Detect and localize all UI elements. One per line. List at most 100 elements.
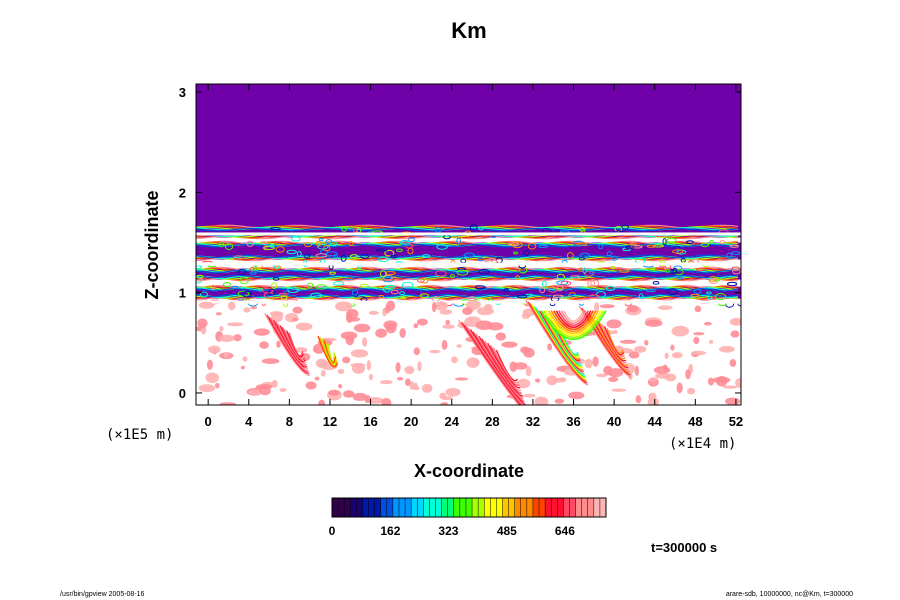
- bowl-contour: [550, 310, 597, 332]
- contour-blob: [648, 377, 657, 382]
- band-speckle: [237, 268, 247, 276]
- colorbar-swatch: [569, 498, 576, 517]
- x-tick-label: 44: [647, 414, 662, 429]
- contour-blob: [248, 389, 261, 396]
- contour-blob: [465, 300, 482, 310]
- contour-blob: [653, 366, 671, 375]
- band-speckle: [572, 240, 585, 247]
- contour-blob: [475, 320, 494, 331]
- band-speckle: [515, 275, 521, 281]
- contour-blob: [214, 382, 220, 389]
- contour-blob: [703, 321, 712, 326]
- contour-blob: [351, 363, 366, 374]
- contour-blob: [525, 365, 532, 377]
- band-speckle: [619, 269, 630, 273]
- contour-blob: [395, 362, 401, 373]
- band-speckle: [390, 254, 398, 259]
- bowl-contour: [542, 310, 605, 338]
- contour-blob: [413, 323, 419, 329]
- band-speckle: [246, 240, 254, 247]
- contour-blob: [627, 305, 639, 313]
- contour-blob: [644, 339, 649, 346]
- band-speckle: [606, 251, 613, 257]
- contour-blob: [466, 357, 480, 368]
- band-speckle: [286, 249, 297, 255]
- band-speckle: [631, 245, 643, 249]
- band-speckle: [542, 280, 547, 287]
- bowl-contour: [540, 310, 607, 340]
- x-tick-label: 28: [485, 414, 499, 429]
- colorbar-swatch: [411, 498, 418, 517]
- contour-blob: [335, 301, 353, 312]
- band-speckle: [690, 293, 700, 298]
- contour-blob: [197, 318, 208, 329]
- band-speckle: [399, 240, 411, 245]
- colorbar-swatch: [392, 498, 400, 517]
- colorbar-swatch: [465, 498, 473, 517]
- band-speckle: [315, 284, 327, 290]
- contour-blob: [379, 379, 393, 385]
- colorbar-swatch: [338, 498, 345, 517]
- band-speckle: [556, 285, 564, 292]
- colorbar-tick-label: 485: [497, 524, 517, 538]
- colorbar: 0 162 323 485 646: [329, 497, 607, 538]
- band-speckle: [590, 279, 600, 287]
- plume-contour: [527, 301, 588, 384]
- band-speckle: [323, 244, 331, 252]
- contour-blob: [421, 383, 433, 394]
- band-speckle: [477, 257, 485, 262]
- x-tick-label: 4: [245, 414, 253, 429]
- bowl-contour: [563, 310, 584, 323]
- plot-frame: [195, 83, 742, 406]
- contour-blob: [256, 384, 273, 390]
- band-speckle: [570, 275, 581, 280]
- contour-blob: [521, 312, 531, 319]
- band-speckle: [708, 276, 718, 282]
- colorbar-swatch: [423, 498, 430, 517]
- band-speckle: [645, 288, 656, 293]
- contour-blob: [670, 344, 675, 351]
- plume-contour: [603, 325, 625, 356]
- y-tick-label: 3: [179, 85, 186, 100]
- band-speckle: [390, 289, 399, 295]
- band-speckle: [360, 283, 369, 288]
- band-speckle: [665, 268, 670, 273]
- contour-blob: [523, 393, 536, 398]
- contour-blob: [662, 364, 668, 370]
- contour-blob: [315, 358, 328, 369]
- band-speckle: [271, 282, 278, 289]
- band-speckle: [382, 274, 393, 281]
- band-speckle: [218, 242, 225, 248]
- colorbar-swatch: [551, 498, 558, 517]
- band-speckle: [434, 227, 442, 233]
- y-axis-title: Z-coordinate: [142, 190, 162, 299]
- contour-blob: [439, 309, 453, 315]
- contour-blob: [735, 377, 741, 388]
- lower-layer-contours: [196, 299, 741, 405]
- colorbar-swatch: [539, 498, 546, 517]
- band-speckle: [270, 243, 275, 248]
- colorbar-swatch: [484, 498, 491, 517]
- contour-blob: [337, 368, 345, 374]
- band-speckle: [503, 288, 509, 292]
- band-speckle: [456, 269, 469, 276]
- colorbar-swatch: [332, 498, 339, 517]
- band-speckle: [436, 243, 448, 250]
- contour-blob: [676, 382, 683, 394]
- contour-blob: [445, 387, 461, 397]
- band-speckle: [310, 292, 322, 299]
- x-tick-label: 20: [404, 414, 418, 429]
- contour-blob: [368, 373, 373, 381]
- band-speckle: [706, 291, 712, 295]
- band-speckle: [306, 282, 314, 289]
- band-speckle: [296, 251, 302, 257]
- contour-blob: [305, 381, 317, 390]
- band-speckle: [693, 289, 702, 294]
- y-tick-label: 1: [179, 286, 186, 301]
- contour-blob: [554, 398, 565, 404]
- band-speckle: [478, 226, 484, 231]
- contour-blob: [215, 312, 222, 316]
- x-tick-label: 16: [363, 414, 377, 429]
- y-tick-label: 0: [179, 386, 186, 401]
- contour-blob: [552, 377, 567, 383]
